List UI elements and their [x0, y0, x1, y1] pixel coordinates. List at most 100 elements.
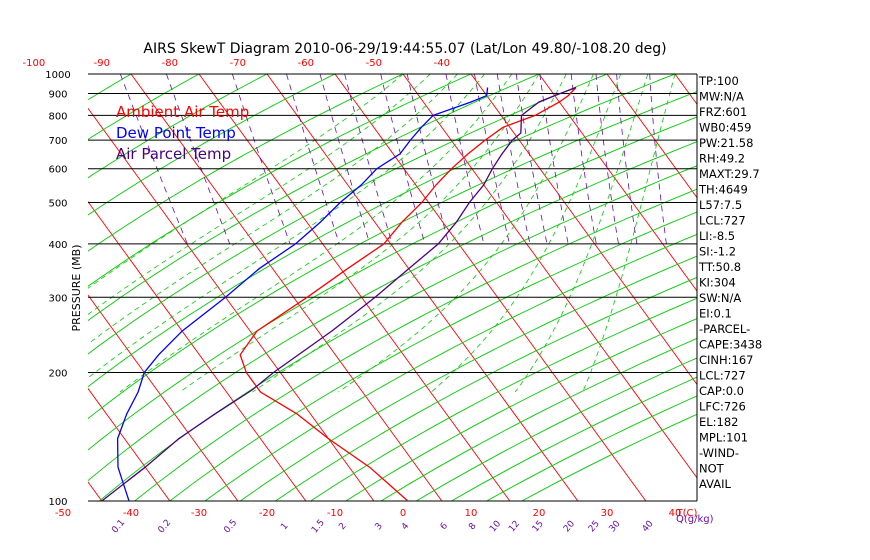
bottom-temperature-tick-label: -10 — [327, 508, 343, 519]
isotherm-line — [88, 200, 307, 501]
mixing-ratio-label: 10 — [488, 519, 503, 534]
dry-adiabat-line — [310, 297, 697, 501]
isotherm-lines — [0, 74, 870, 501]
mixing-ratio-label: 25 — [587, 519, 602, 534]
moist-adiabat-line — [88, 74, 404, 289]
legend: Ambient Air Temp Dew Point Temp Air Parcel… — [116, 103, 249, 163]
mixing-ratio-label: 30 — [608, 519, 623, 534]
isotherm-line — [198, 74, 511, 501]
isotherm-line — [606, 74, 697, 199]
air-parcel-temp-line — [101, 86, 577, 501]
bottom-temperature-tick-label: -20 — [259, 508, 275, 519]
index-entry: PW:21.58 — [699, 136, 753, 150]
bottom-temperature-tick-label: 20 — [533, 508, 546, 519]
mixing-ratio-line — [570, 74, 597, 244]
index-entry: LCL:727 — [699, 214, 746, 228]
top-temperature-tick-label: -40 — [434, 58, 450, 69]
dry-adiabat-line — [88, 74, 200, 140]
index-entry: TH:4649 — [698, 183, 748, 197]
isotherm-line — [470, 74, 697, 386]
dry-adiabat-line — [88, 74, 405, 252]
mixing-ratio-label: 3 — [373, 521, 384, 532]
index-entry: SW:N/A — [699, 291, 741, 305]
index-entry: LFC:726 — [699, 400, 746, 414]
bottom-temperature-tick-label: -30 — [191, 508, 207, 519]
mixing-ratio-line — [344, 74, 393, 245]
isotherm-line — [743, 74, 870, 501]
bottom-temperature-tick-label: 40 — [669, 508, 682, 519]
moist-adiabat-line — [179, 74, 540, 393]
dry-adiabat-line — [169, 211, 697, 501]
top-temperature-tick-labels: -120-110-100-90-80-70-60-50-40 — [22, 58, 450, 69]
dry-adiabat-line — [88, 74, 541, 322]
mixing-ratio-unit: Q(g/kg) — [676, 514, 714, 525]
moist-adiabat-line — [119, 74, 513, 393]
bottom-temperature-tick-label: 10 — [465, 508, 478, 519]
moist-adiabat-line — [88, 74, 458, 345]
pressure-tick-label: 600 — [48, 165, 67, 176]
pressure-tick-label: 900 — [48, 90, 67, 101]
isotherm-line — [88, 107, 375, 501]
dry-adiabat-line — [134, 188, 697, 501]
legend-entry: Dew Point Temp — [116, 124, 236, 142]
top-temperature-tick-label: -50 — [366, 58, 382, 69]
bottom-temperature-tick-label: 0 — [400, 508, 406, 519]
pressure-tick-label: 200 — [48, 368, 67, 379]
isotherm-line — [334, 74, 647, 501]
bottom-temperature-tick-label: -50 — [55, 508, 71, 519]
mixing-ratio-label: 1 — [279, 521, 290, 532]
isotherm-line — [0, 74, 34, 501]
mixing-ratio-label: 0.2 — [156, 518, 173, 535]
pressure-tick-label: 700 — [48, 136, 67, 147]
mixing-ratio-label: 0.5 — [222, 518, 239, 535]
index-entry: NOT — [699, 462, 725, 476]
pressure-tick-label: 500 — [48, 199, 67, 210]
dry-adiabat-line — [275, 276, 697, 501]
moist-adiabat-line — [431, 74, 621, 393]
isotherm-line — [266, 74, 579, 501]
index-entry: EL:182 — [699, 415, 739, 429]
legend-entry: Ambient Air Temp — [116, 103, 249, 121]
mixing-ratio-line — [286, 74, 340, 245]
index-entry: TT:50.8 — [698, 260, 741, 274]
dry-adiabat-line — [88, 74, 677, 388]
pressure-tick-label: 300 — [48, 293, 67, 304]
index-entry: L57:7.5 — [699, 198, 742, 212]
index-entry: TP:100 — [698, 74, 739, 88]
mixing-ratio-label: 20 — [562, 519, 577, 534]
mixing-ratio-line — [496, 74, 531, 244]
bottom-temperature-tick-label: -40 — [123, 508, 139, 519]
mixing-ratio-label: 4 — [400, 521, 412, 532]
isotherm-line — [130, 74, 443, 501]
top-temperature-tick-label: -100 — [22, 58, 45, 69]
mixing-ratio-label: 1.5 — [310, 518, 327, 535]
dry-adiabat-line — [88, 91, 697, 420]
mixing-ratio-label: 0.1 — [110, 518, 127, 535]
pressure-tick-labels: 100 200 300 400 500 600 700 800 900 1000 — [45, 70, 70, 508]
index-entry: KI:304 — [699, 276, 736, 290]
index-entry: SI:-1.2 — [699, 245, 736, 259]
index-entry: RH:49.2 — [699, 152, 745, 166]
mixing-ratio-line — [406, 74, 450, 245]
top-temperature-tick-label: -70 — [230, 58, 246, 69]
moist-adiabat-line — [88, 74, 431, 315]
mixing-ratio-label: 8 — [467, 521, 479, 532]
index-entry: CINH:167 — [699, 353, 754, 367]
legend-entry: Air Parcel Temp — [116, 145, 231, 163]
pressure-tick-label: 800 — [48, 111, 67, 122]
moist-adiabat-line — [88, 74, 485, 379]
index-entry: MPL:101 — [699, 431, 748, 445]
index-entry: MW:N/A — [699, 90, 744, 104]
dry-adiabat-line — [99, 165, 697, 501]
index-entry: LI:-8.5 — [699, 229, 735, 243]
isotherm-line — [88, 294, 239, 501]
dry-adiabat-line — [451, 376, 697, 501]
moist-adiabat-line — [338, 74, 594, 393]
mixing-ratio-label: 40 — [641, 519, 656, 534]
moist-adiabat-line — [582, 74, 676, 393]
moist-adiabat-line — [514, 74, 649, 393]
index-entry: MAXT:29.7 — [699, 167, 760, 181]
index-entry: CAPE:3438 — [699, 338, 762, 352]
index-entry: CAP:0.0 — [699, 384, 744, 398]
